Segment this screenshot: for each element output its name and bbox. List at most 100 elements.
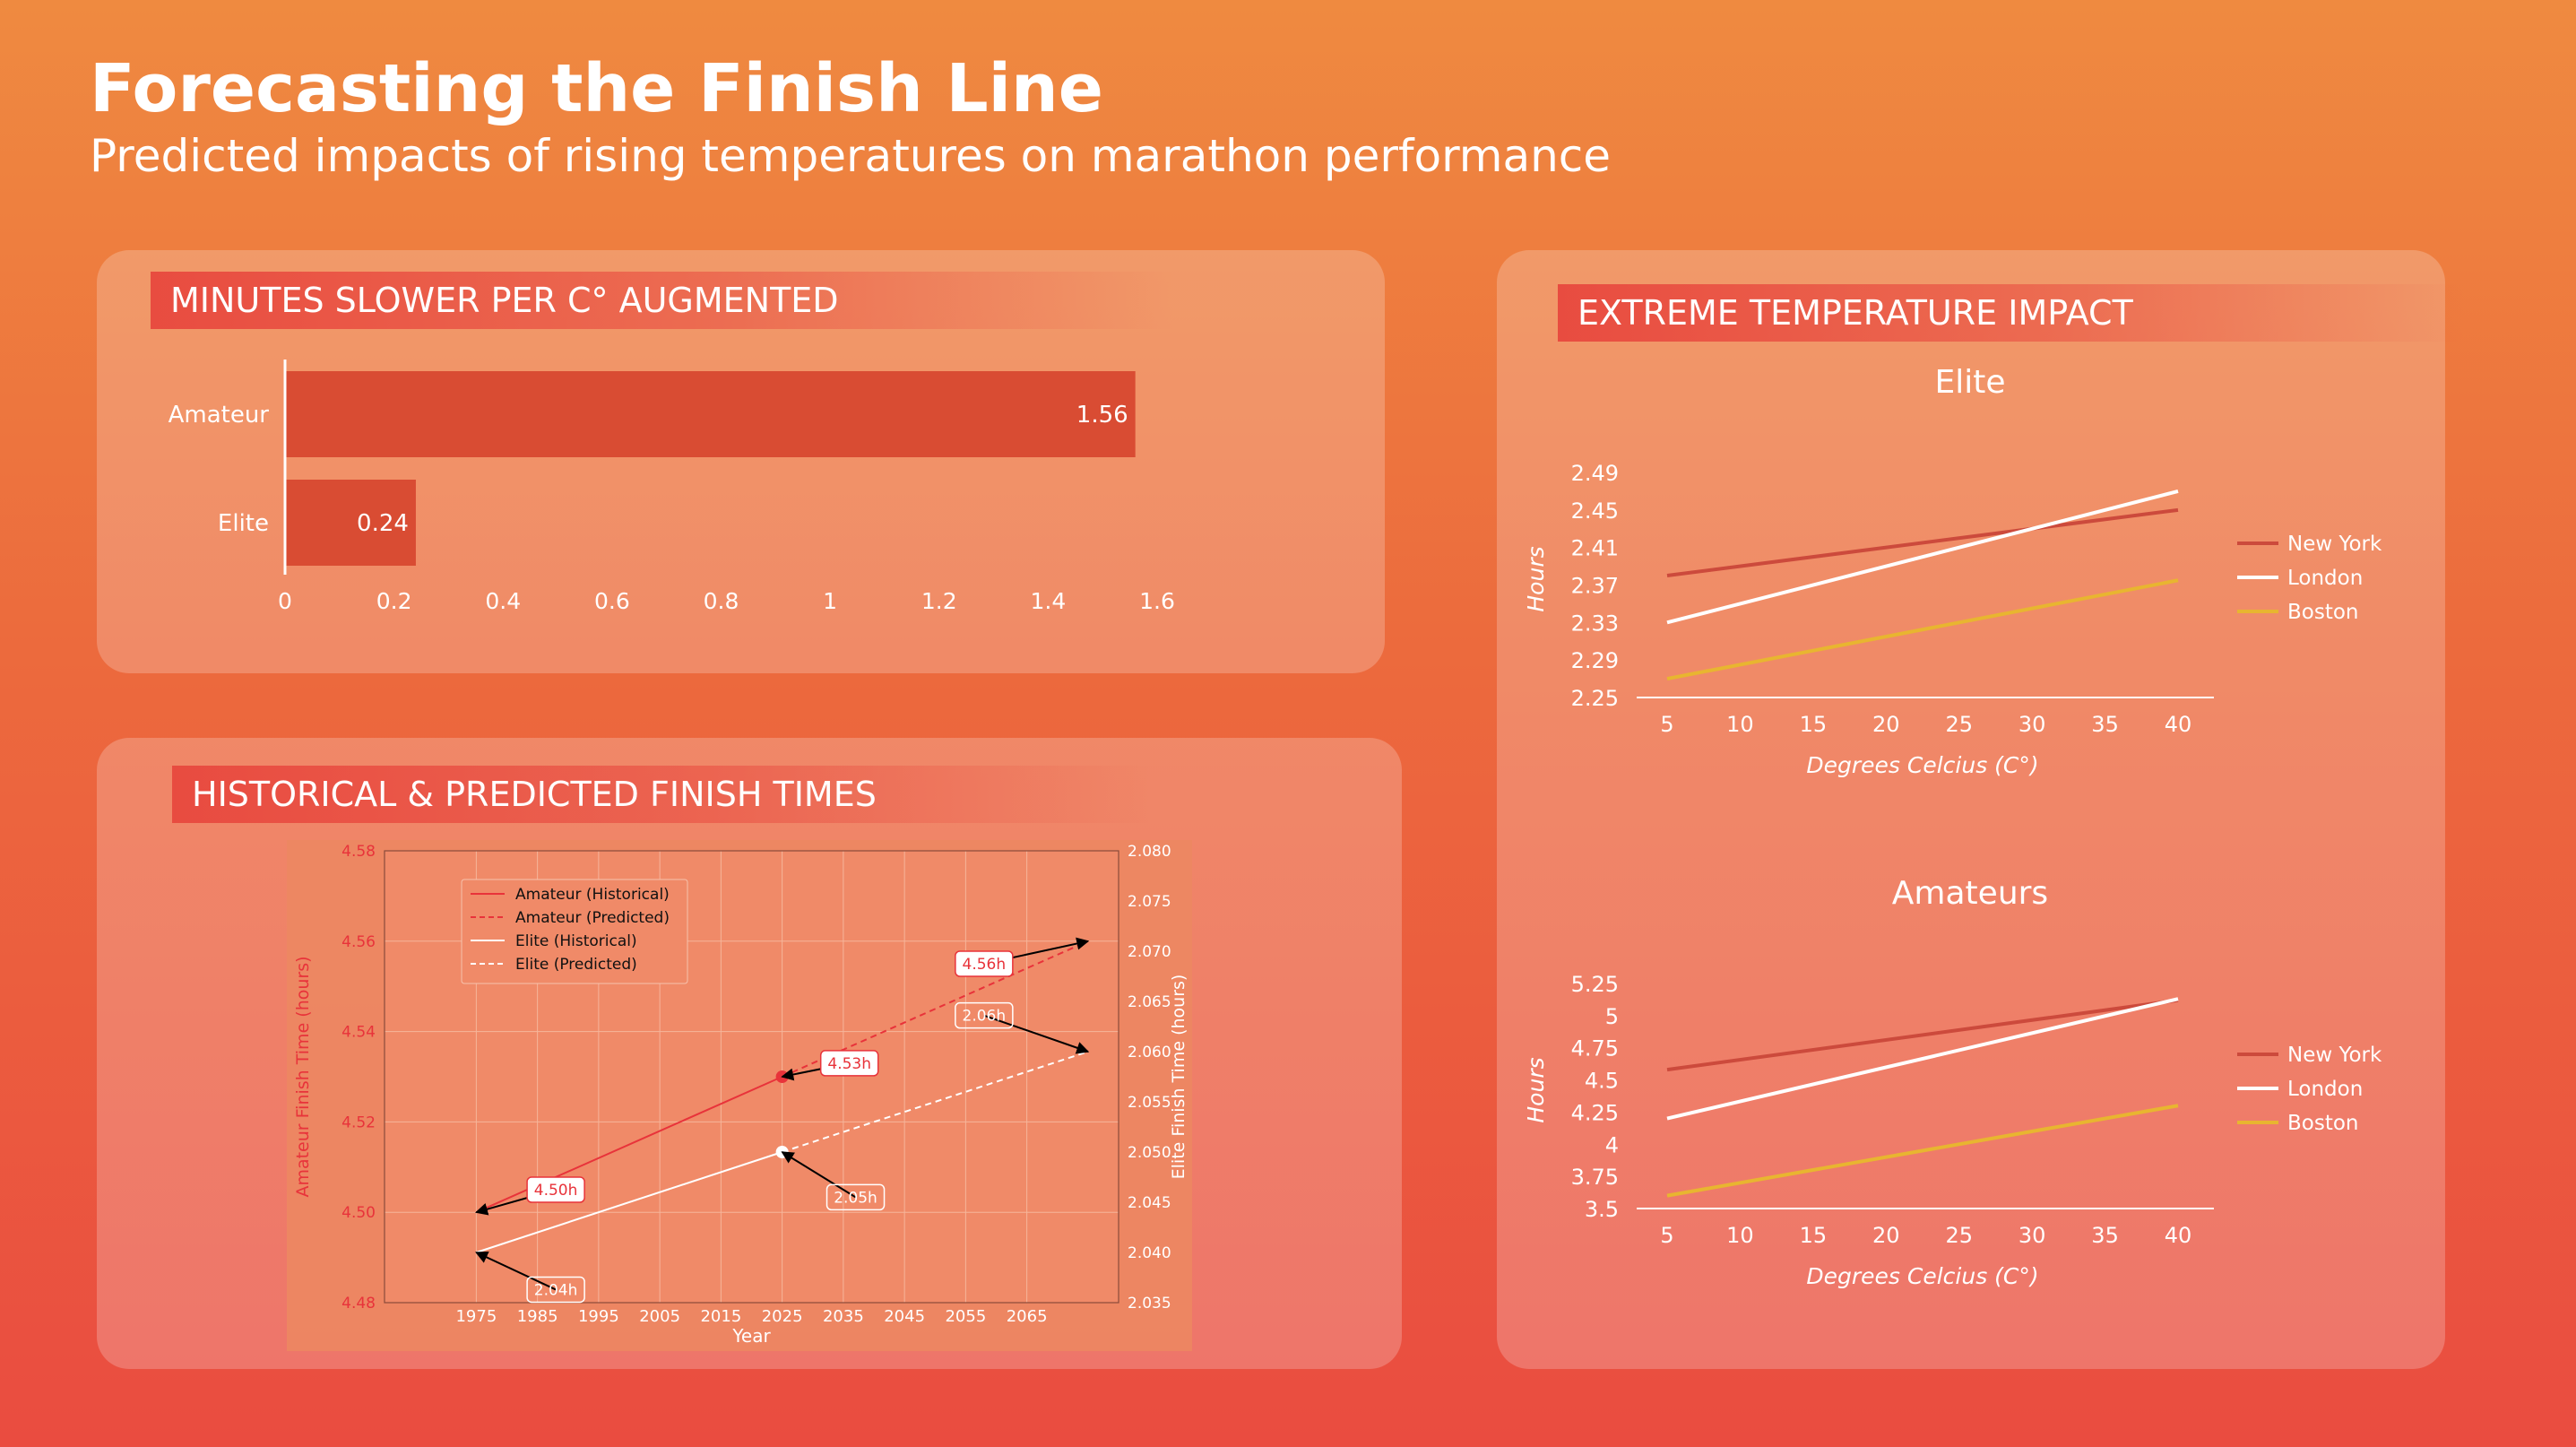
history-y-right-tick: 2.075 xyxy=(1128,893,1171,911)
history-legend-label: Amateur (Predicted) xyxy=(515,909,670,927)
history-annotation-label: 2.04h xyxy=(534,1281,578,1299)
bar-chart: Amateur 1.56 Elite 0.24 0 0.2 0.4 0.6 0.8 1 1.2 1.4… xyxy=(169,360,1175,614)
history-legend-label: Amateur (Historical) xyxy=(515,886,670,904)
extreme-temp-card-title: EXTREME TEMPERATURE IMPACT xyxy=(1558,284,2465,342)
temp-x-label: Degrees Celcius (C°) xyxy=(1806,1263,2038,1289)
temp-legend-label: London xyxy=(2287,1078,2363,1101)
temp-y-tick: 2.49 xyxy=(1571,461,1619,486)
extreme-temp-card: EXTREME TEMPERATURE IMPACT Elite 2.25 2.29… xyxy=(1497,250,2465,1369)
history-y-right-tick: 2.045 xyxy=(1128,1194,1171,1212)
history-x-label: Year xyxy=(731,1325,771,1347)
history-annotation-box xyxy=(955,1001,1014,1029)
history-chart: 1975 1985 1995 2005 2015 2025 2035 2045 2055 2065… xyxy=(287,840,1192,1351)
history-annotation-arrow xyxy=(781,1151,857,1199)
history-x-tick: 2005 xyxy=(639,1307,680,1326)
bar-category-label: Elite xyxy=(218,510,269,537)
temp-x-tick: 5 xyxy=(1660,712,1673,737)
history-annotation-arrow xyxy=(475,1251,557,1291)
bar-value-label: 0.24 xyxy=(357,510,409,537)
history-x-tick: 2035 xyxy=(823,1307,864,1326)
bar-value-label: 1.56 xyxy=(1076,402,1128,429)
history-series-line xyxy=(476,1151,782,1253)
temp-y-tick: 5 xyxy=(1605,1004,1619,1029)
history-x-tick: 1975 xyxy=(455,1307,497,1326)
temp-series-line xyxy=(1666,997,2179,1121)
history-annotation-box xyxy=(526,1276,585,1304)
temp-legend-label: London xyxy=(2287,567,2363,590)
history-annotation-label: 2.05h xyxy=(834,1189,877,1207)
bar-x-tick: 1.6 xyxy=(1139,588,1175,614)
history-annotation-box xyxy=(819,1050,879,1077)
history-chart-card: HISTORICAL & PREDICTED FINISH TIMES 1975… xyxy=(97,738,1402,1369)
temp-y-label: Hours xyxy=(1523,1057,1549,1122)
temp-legend-label: New York xyxy=(2287,1044,2382,1067)
temp-x-label: Degrees Celcius (C°) xyxy=(1806,752,2038,778)
bar-x-tick: 0.6 xyxy=(594,588,630,614)
bar-x-tick: 1.2 xyxy=(921,588,957,614)
history-chart-card-title: HISTORICAL & PREDICTED FINISH TIMES xyxy=(172,766,1151,823)
history-y-right-tick: 2.035 xyxy=(1128,1295,1171,1313)
history-y-left-tick: 4.52 xyxy=(341,1113,376,1131)
extreme-temp-charts: Elite 2.25 2.29 2.33 2.37 2.41 2.45 2.49 5 10 15 20… xyxy=(1523,364,2382,1289)
history-y-right-tick: 2.080 xyxy=(1128,843,1171,861)
temp-x-tick: 25 xyxy=(1945,712,1973,737)
temp-x-tick: 25 xyxy=(1945,1223,1973,1248)
history-annotation-box xyxy=(955,950,1014,977)
bar-elite xyxy=(285,480,416,566)
history-x-tick: 2025 xyxy=(762,1307,803,1326)
history-y-right-tick: 2.050 xyxy=(1128,1144,1171,1162)
temp-y-tick: 2.45 xyxy=(1571,498,1619,524)
bar-x-tick: 0.8 xyxy=(704,588,739,614)
temp-y-tick: 2.33 xyxy=(1571,611,1619,636)
temp-x-tick: 20 xyxy=(1872,712,1900,737)
bar-category-label: Amateur xyxy=(169,402,270,429)
bar-x-tick: 0.2 xyxy=(376,588,412,614)
history-x-tick: 1995 xyxy=(578,1307,619,1326)
temp-x-tick: 35 xyxy=(2091,712,2119,737)
temp-y-tick: 4.75 xyxy=(1571,1036,1619,1061)
history-y-left-tick: 4.48 xyxy=(341,1295,376,1313)
history-y-right-tick: 2.060 xyxy=(1128,1044,1171,1061)
history-legend-label: Elite (Predicted) xyxy=(515,956,637,974)
history-y-left-tick: 4.56 xyxy=(341,933,376,951)
temp-x-tick: 40 xyxy=(2165,712,2192,737)
history-legend-label: Elite (Historical) xyxy=(515,932,637,950)
temp-x-tick: 35 xyxy=(2091,1223,2119,1248)
history-y-left-tick: 4.50 xyxy=(341,1204,376,1222)
temp-series-line xyxy=(1666,1104,2179,1198)
history-y-right-tick: 2.055 xyxy=(1128,1094,1171,1112)
history-x-tick: 2015 xyxy=(700,1307,741,1326)
history-annotation-label: 4.50h xyxy=(534,1182,578,1200)
bar-x-tick: 0.4 xyxy=(485,588,521,614)
temp-y-tick: 2.25 xyxy=(1571,686,1619,711)
history-annotation-box xyxy=(526,1176,585,1203)
temp-series-line xyxy=(1666,998,2179,1072)
temp-y-label: Hours xyxy=(1523,546,1549,611)
history-x-tick: 1985 xyxy=(517,1307,558,1326)
history-y-left-tick: 4.58 xyxy=(341,843,376,861)
temp-series-line xyxy=(1666,507,2179,578)
history-annotation-label: 4.56h xyxy=(963,956,1007,974)
temp-legend-label: Boston xyxy=(2287,601,2359,624)
bar-chart-card: MINUTES SLOWER PER C° AUGMENTED Amateur 1… xyxy=(97,250,1385,673)
temp-x-tick: 40 xyxy=(2165,1223,2192,1248)
bar-x-tick: 0 xyxy=(278,588,292,614)
bar-x-tick: 1.4 xyxy=(1030,588,1066,614)
history-x-tick: 2045 xyxy=(884,1307,925,1326)
temp-y-tick: 2.37 xyxy=(1571,574,1619,599)
history-annotation-box xyxy=(826,1183,886,1211)
temp-chart-title: Amateurs xyxy=(1892,875,2048,912)
temp-x-tick: 15 xyxy=(1800,1223,1828,1248)
temp-x-tick: 10 xyxy=(1726,712,1754,737)
temp-series-line xyxy=(1666,489,2179,625)
temp-x-tick: 5 xyxy=(1660,1223,1673,1248)
temp-x-tick: 30 xyxy=(2018,1223,2046,1248)
temp-y-tick: 3.75 xyxy=(1571,1165,1619,1190)
history-annotation-label: 2.06h xyxy=(963,1008,1007,1026)
temp-x-tick: 30 xyxy=(2018,712,2046,737)
bar-amateur xyxy=(285,371,1136,457)
temp-y-tick: 2.29 xyxy=(1571,648,1619,673)
temp-x-tick: 10 xyxy=(1726,1223,1754,1248)
temp-y-tick: 2.41 xyxy=(1571,536,1619,561)
history-plot-frame xyxy=(384,850,1119,1304)
